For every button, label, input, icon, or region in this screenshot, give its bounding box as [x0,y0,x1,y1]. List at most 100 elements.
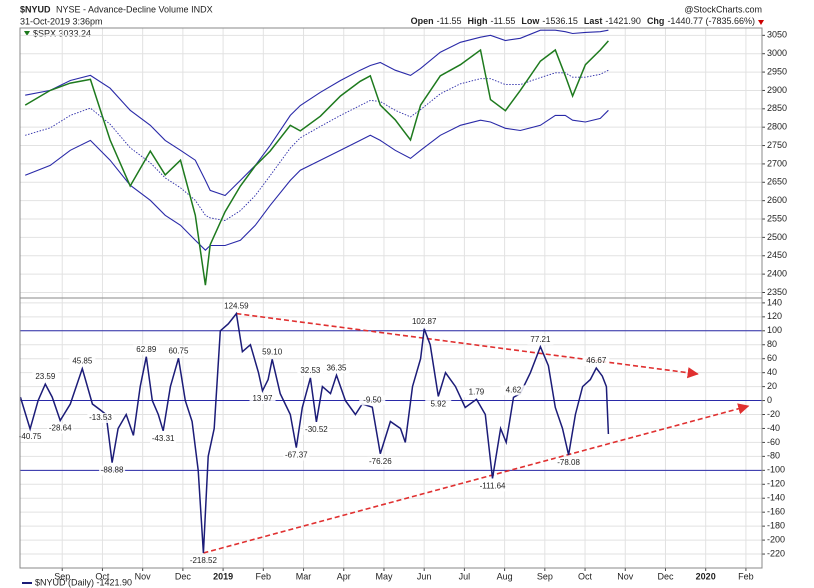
y-tick-label: 2500 [767,232,787,242]
series-line [24,40,609,286]
x-tick-label: Mar [296,571,312,581]
quote: Open -11.55 High -11.55 Low -1536.15 Last -1421… [411,16,755,26]
x-tick-label: Dec [657,571,674,581]
y-tick-label: -200 [767,534,785,544]
y-tick-label: 2700 [767,158,787,168]
data-label: -78.08 [557,458,580,467]
x-tick-label: Dec [175,571,192,581]
y-tick-label: 2850 [767,103,787,113]
quote-label: Open [411,16,434,26]
label-bg [411,316,438,327]
label-bg [150,433,177,444]
label-bg [17,431,44,442]
y-tick-label: 80 [767,339,777,349]
label-bg [463,387,490,398]
data-label: 32.53 [300,366,321,375]
data-label: 23.59 [35,372,56,381]
data-label: 4.62 [506,385,522,394]
y-tick-label: 2450 [767,250,787,260]
label-bg [500,385,527,396]
label-bg [303,424,330,435]
data-label: 60.75 [168,346,189,355]
data-label: -218.52 [190,556,218,565]
label-bg [190,556,217,567]
data-label: 102.87 [412,317,437,326]
y-tick-label: 2950 [767,66,787,76]
label-bg [359,395,386,406]
y-tick-label: 2900 [767,85,787,95]
band-middle [25,69,609,221]
data-label: 124.59 [224,302,249,311]
label-bg [527,334,554,345]
quote-label: Chg [647,16,665,26]
data-label: 45.85 [72,357,93,366]
x-tick-label: Feb [256,571,272,581]
x-tick-label: 2020 [696,571,716,581]
down-icon [758,20,764,25]
label-bg [69,356,96,367]
data-label: 59.10 [262,347,283,356]
y-tick-label: -60 [767,437,780,447]
label-bg [249,393,276,404]
y-tick-label: 100 [767,325,782,335]
label-bg [297,365,324,376]
label-bg [323,363,350,374]
y-tick-label: 60 [767,353,777,363]
y-tick-label: -120 [767,479,785,489]
quote-value: -1440.77 (-7835.66%) [667,16,755,26]
trend-line [203,403,750,554]
band-lower [24,109,609,251]
plots: 2350 2400 2450 2500 2550 2600 2650 2700 2750 2800… [17,27,787,581]
data-label: 5.92 [430,400,446,409]
y-tick-label: -220 [767,548,785,558]
x-tick-label: Nov [617,571,634,581]
y-tick-label: 2650 [767,177,787,187]
quote-value: -1536.15 [542,16,578,26]
label-bg [583,355,610,366]
y-tick-label: 20 [767,381,777,391]
label-bg [479,481,506,492]
data-label: -43.31 [152,434,175,443]
quote-label: Last [584,16,603,26]
data-label: -28.64 [49,424,72,433]
y-tick-label: 2600 [767,195,787,205]
data-label: 36.35 [326,363,347,372]
quote-label: Low [521,16,540,26]
label-bg [32,372,59,383]
data-label: 13.97 [252,394,273,403]
y-tick-label: 120 [767,311,782,321]
data-label: -30.52 [305,425,328,434]
y-tick-label: 2800 [767,122,787,132]
quote-value: -1421.90 [605,16,641,26]
y-tick-label: -180 [767,521,785,531]
label-bg [259,347,286,358]
x-tick-label: Feb [738,571,754,581]
quote-value: -11.55 [491,16,516,26]
data-label: -13.53 [89,413,112,422]
label-bg [99,465,126,476]
x-tick-label: Jul [459,571,471,581]
label-bg [367,456,394,467]
x-tick-label: Jun [417,571,432,581]
y-tick-label: 3000 [767,48,787,58]
data-label: -40.75 [19,432,42,441]
y-tick-label: -160 [767,507,785,517]
data-label: 77.21 [530,335,551,344]
quote-label: High [468,16,488,26]
data-label: 1.79 [469,387,485,396]
y-tick-label: -100 [767,465,785,475]
y-tick-label: -20 [767,409,780,419]
legend-entry: $NYUD (Daily) -1421.90 [35,577,132,587]
x-tick-label: Apr [337,571,351,581]
label-bg [47,423,74,434]
data-label: -88.88 [101,466,124,475]
data-label: 46.67 [586,356,607,365]
label-bg [555,458,582,469]
y-tick-label: -40 [767,423,780,433]
label-bg [223,301,250,312]
data-label: -9.50 [363,395,382,404]
y-tick-label: 2400 [767,268,787,278]
x-tick-label: Sep [54,571,70,581]
